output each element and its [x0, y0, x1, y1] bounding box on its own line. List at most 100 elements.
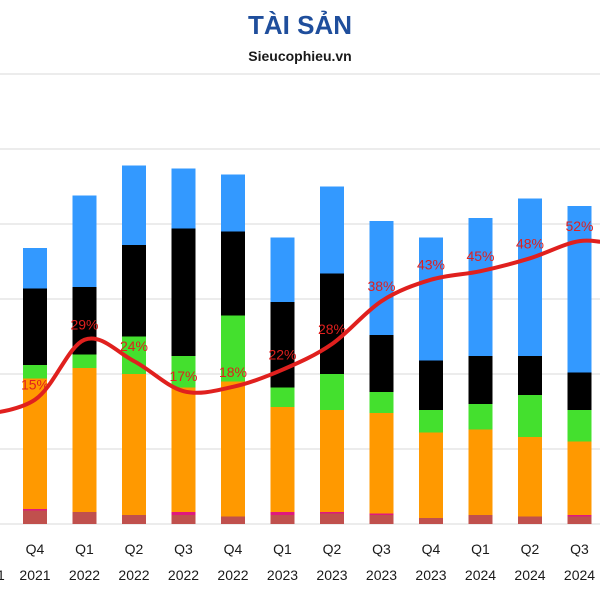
bar-segment-2 — [122, 374, 146, 515]
bar-segment-5 — [468, 218, 493, 356]
x-tick-year: 2023 — [415, 567, 446, 583]
bar-segment-4 — [320, 273, 344, 374]
x-tick-year: 2022 — [168, 567, 199, 583]
bar-segment-2 — [369, 413, 394, 514]
line-label: 18% — [219, 364, 247, 380]
bar-segment-3 — [320, 374, 344, 410]
line-label: 52% — [565, 218, 593, 234]
x-tick-quarter: Q1 — [75, 541, 94, 557]
bar-segment-5 — [369, 221, 394, 335]
bar-segment-2 — [171, 387, 196, 512]
bar-segment-3 — [270, 387, 295, 407]
bar-segment-4 — [23, 288, 47, 365]
bar-segment-5 — [270, 237, 295, 302]
bar-segment-3 — [369, 392, 394, 413]
ratio-line — [0, 238, 600, 414]
bar-segment-3 — [72, 354, 97, 368]
bar-segment-1 — [270, 512, 295, 515]
bar-segment-0 — [320, 513, 344, 524]
bar-segment-4 — [468, 356, 493, 404]
bar-segment-3 — [171, 356, 196, 388]
bar-segment-4 — [369, 335, 394, 392]
bar-segment-2 — [320, 410, 344, 512]
x-tick-quarter: Q2 — [521, 541, 540, 557]
x-tick-quarter: Q1 — [471, 541, 490, 557]
bar-segment-3 — [221, 315, 245, 382]
x-tick-year: 2022 — [69, 567, 100, 583]
bar-segment-5 — [122, 165, 146, 245]
bar-segment-4 — [518, 356, 542, 395]
line-label: 38% — [367, 278, 395, 294]
bar-segment-0 — [419, 518, 443, 524]
line-label: 43% — [417, 257, 445, 273]
x-tick-quarter: Q4 — [224, 541, 243, 557]
bar-segment-2 — [221, 381, 245, 517]
bar-segment-0 — [468, 515, 493, 524]
x-tick-year: 2024 — [564, 567, 595, 583]
bar-segment-2 — [468, 429, 493, 515]
bar-segment-5 — [221, 174, 245, 232]
bar-segment-2 — [270, 407, 295, 512]
line-label: 15% — [21, 377, 49, 393]
bar-segment-5 — [518, 198, 542, 356]
x-tick-quarter: Q2 — [323, 541, 342, 557]
bar-segment-4 — [221, 231, 245, 316]
x-tick-year: 2023 — [366, 567, 397, 583]
x-tick-quarter: Q3 — [372, 541, 391, 557]
bar-segment-0 — [518, 516, 542, 524]
chart-title: TÀI SẢN — [248, 10, 352, 40]
bar-segment-0 — [171, 515, 196, 524]
x-tick-quarter: Q1 — [273, 541, 292, 557]
x-tick-year: 2022 — [217, 567, 248, 583]
bar-segment-3 — [23, 365, 47, 379]
bar-segment-0 — [72, 512, 97, 524]
line-label: 29% — [70, 317, 98, 333]
x-tick-year-partial: 1 — [0, 567, 5, 583]
bar-segment-4 — [171, 228, 196, 356]
bar-segment-4 — [419, 360, 443, 410]
bar-segment-0 — [270, 515, 295, 524]
bar-segment-1 — [567, 515, 592, 517]
bar-segment-1 — [369, 513, 394, 515]
bar-segment-2 — [72, 368, 97, 512]
bar-segment-1 — [23, 509, 47, 511]
x-tick-quarter: Q3 — [570, 541, 589, 557]
bar-segment-5 — [171, 168, 196, 229]
bar-segment-0 — [567, 516, 592, 524]
x-tick-year: 2023 — [267, 567, 298, 583]
x-tick-quarter: Q4 — [26, 541, 45, 557]
bar-segment-3 — [567, 410, 592, 442]
bar-segment-2 — [567, 441, 592, 515]
bar-segment-4 — [567, 372, 592, 410]
line-label: 24% — [120, 338, 148, 354]
bar-segment-1 — [320, 512, 344, 514]
x-tick-year: 2022 — [118, 567, 149, 583]
bar-segment-0 — [23, 510, 47, 524]
bar-segment-5 — [419, 237, 443, 361]
chart-subtitle: Sieucophieu.vn — [248, 48, 352, 64]
line-label: 28% — [318, 321, 346, 337]
bar-segment-2 — [419, 432, 443, 518]
bar-segment-3 — [419, 410, 443, 433]
bar-segment-1 — [171, 512, 196, 515]
x-tick-year: 2023 — [316, 567, 347, 583]
line-label: 45% — [466, 248, 494, 264]
bar-segment-5 — [320, 186, 344, 274]
x-tick-quarter: Q4 — [422, 541, 441, 557]
bar-segment-5 — [72, 195, 97, 287]
bar-segment-5 — [567, 206, 592, 373]
bar-segment-4 — [122, 245, 146, 337]
x-tick-year: 2024 — [514, 567, 545, 583]
bar-segment-5 — [23, 248, 47, 289]
x-tick-quarter: Q2 — [125, 541, 144, 557]
x-tick-year: 2024 — [465, 567, 496, 583]
bar-segment-3 — [468, 404, 493, 430]
bar-segment-0 — [221, 516, 245, 524]
line-label: 17% — [169, 368, 197, 384]
bar-segment-3 — [518, 395, 542, 437]
line-label: 22% — [268, 347, 296, 363]
x-tick-quarter: Q3 — [174, 541, 193, 557]
bar-segment-2 — [518, 437, 542, 517]
x-tick-year: 2021 — [19, 567, 50, 583]
